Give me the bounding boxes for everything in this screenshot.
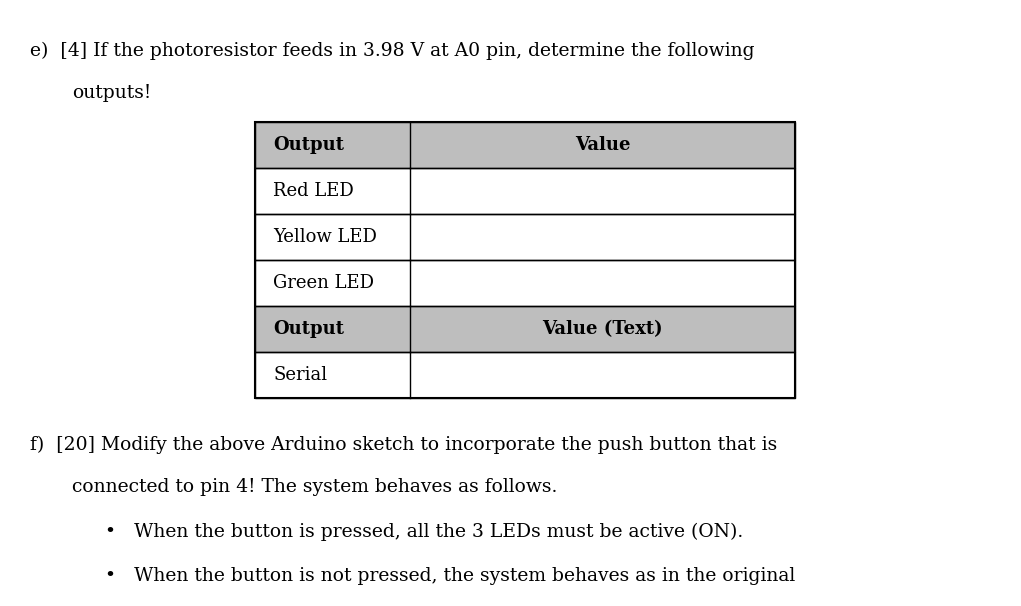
- Text: •   When the button is pressed, all the 3 LEDs must be active (ON).: • When the button is pressed, all the 3 …: [105, 523, 743, 541]
- Text: Value: Value: [575, 136, 630, 154]
- Text: Yellow LED: Yellow LED: [273, 228, 377, 246]
- Text: outputs!: outputs!: [72, 84, 151, 102]
- Text: •   When the button is not pressed, the system behaves as in the original: • When the button is not pressed, the sy…: [105, 567, 795, 585]
- Bar: [255, 260, 795, 306]
- Bar: [255, 352, 795, 398]
- Bar: [255, 306, 795, 352]
- Text: f)  [20] Modify the above Arduino sketch to incorporate the push button that is: f) [20] Modify the above Arduino sketch …: [30, 436, 777, 454]
- Bar: [255, 168, 795, 214]
- Bar: [255, 122, 795, 168]
- Bar: [255, 122, 795, 398]
- Text: Green LED: Green LED: [273, 274, 374, 292]
- Text: Red LED: Red LED: [273, 182, 353, 200]
- Text: Serial: Serial: [273, 366, 327, 384]
- Bar: [255, 214, 795, 260]
- Bar: [255, 352, 795, 398]
- Bar: [255, 306, 795, 352]
- Text: Output: Output: [273, 136, 344, 154]
- Bar: [255, 168, 795, 214]
- Text: e)  [4] If the photoresistor feeds in 3.98 V at A0 pin, determine the following: e) [4] If the photoresistor feeds in 3.9…: [30, 42, 755, 60]
- Text: Output: Output: [273, 320, 344, 338]
- Bar: [255, 214, 795, 260]
- Bar: [255, 122, 795, 168]
- Bar: [255, 260, 795, 306]
- Text: Value (Text): Value (Text): [542, 320, 663, 338]
- Text: connected to pin 4! The system behaves as follows.: connected to pin 4! The system behaves a…: [72, 478, 557, 496]
